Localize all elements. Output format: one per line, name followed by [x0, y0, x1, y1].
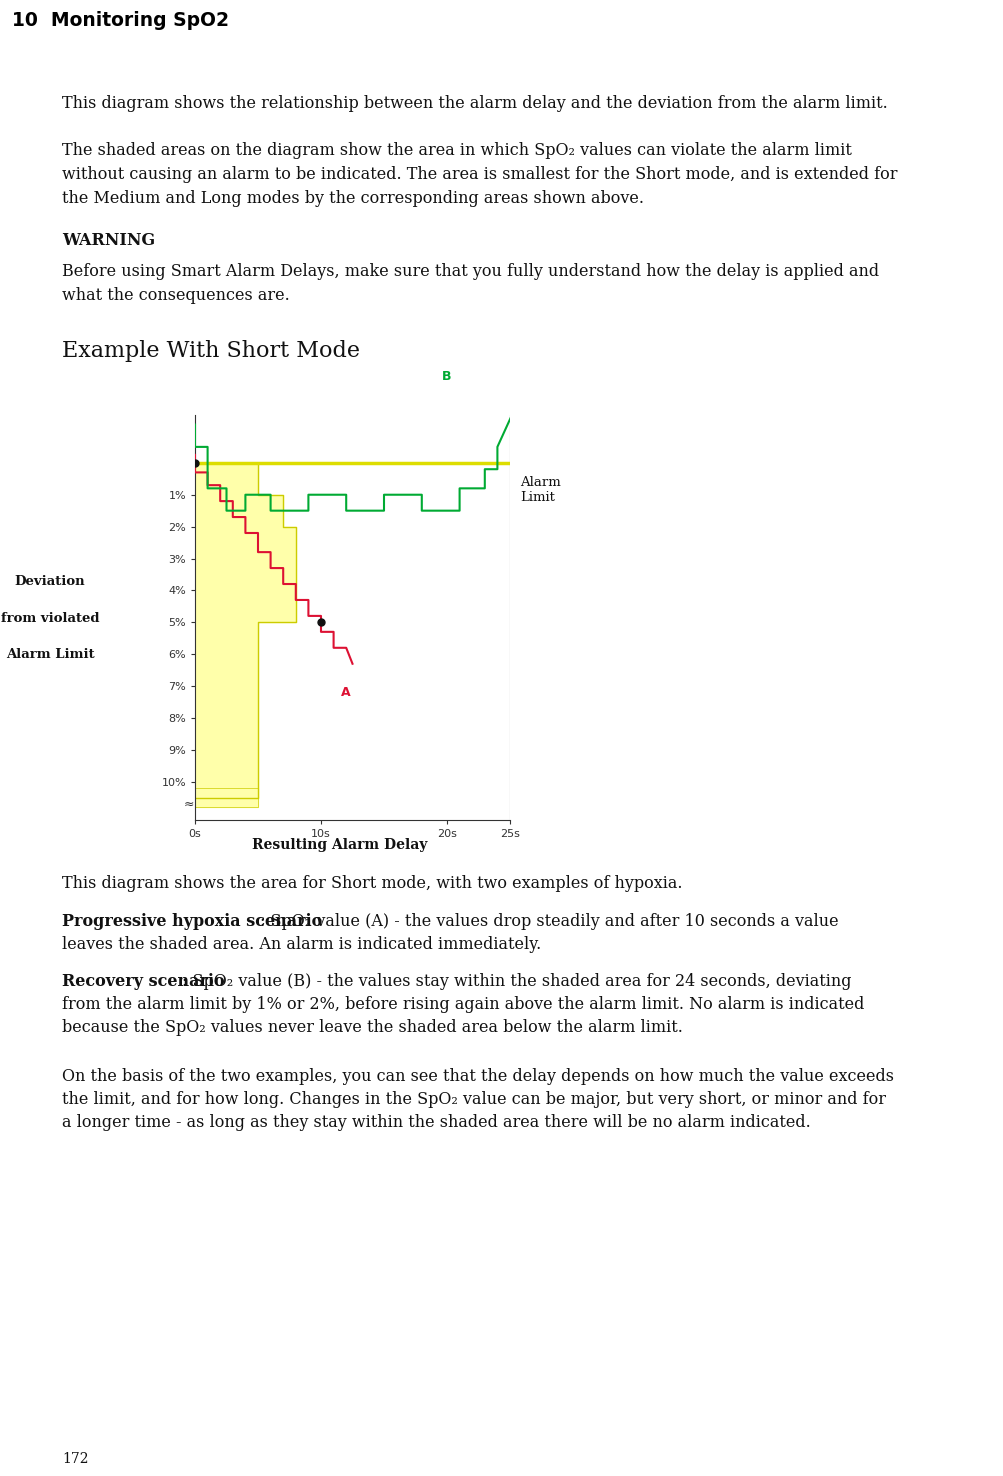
Text: B: B	[441, 370, 451, 384]
Text: from violated: from violated	[1, 611, 99, 624]
Text: 10  Monitoring SpO2: 10 Monitoring SpO2	[12, 10, 229, 30]
Text: This diagram shows the area for Short mode, with two examples of hypoxia.: This diagram shows the area for Short mo…	[62, 875, 682, 892]
Text: A: A	[341, 686, 351, 700]
Polygon shape	[195, 788, 258, 807]
Text: : SpO₂ value (A) - the values drop steadily and after 10 seconds a value: : SpO₂ value (A) - the values drop stead…	[260, 914, 838, 930]
Text: Alarm Limit: Alarm Limit	[6, 648, 94, 661]
Text: Alarm
Limit: Alarm Limit	[520, 475, 561, 503]
Text: a longer time - as long as they stay within the shaded area there will be no ala: a longer time - as long as they stay wit…	[62, 1114, 810, 1131]
Text: Deviation: Deviation	[15, 574, 85, 587]
Text: This diagram shows the relationship between the alarm delay and the deviation fr: This diagram shows the relationship betw…	[62, 94, 887, 112]
Text: what the consequences are.: what the consequences are.	[62, 286, 290, 304]
Text: the Medium and Long modes by the corresponding areas shown above.: the Medium and Long modes by the corresp…	[62, 190, 643, 207]
Text: Resulting Alarm Delay: Resulting Alarm Delay	[252, 838, 427, 852]
Text: from the alarm limit by 1% or 2%, before rising again above the alarm limit. No : from the alarm limit by 1% or 2%, before…	[62, 996, 864, 1013]
Text: Before using Smart Alarm Delays, make sure that you fully understand how the del: Before using Smart Alarm Delays, make su…	[62, 263, 879, 280]
Text: ≈: ≈	[184, 797, 194, 810]
Text: On the basis of the two examples, you can see that the delay depends on how much: On the basis of the two examples, you ca…	[62, 1069, 893, 1085]
Text: The shaded areas on the diagram show the area in which SpO₂ values can violate t: The shaded areas on the diagram show the…	[62, 142, 851, 159]
Text: WARNING: WARNING	[62, 232, 155, 249]
Text: the limit, and for how long. Changes in the SpO₂ value can be major, but very sh: the limit, and for how long. Changes in …	[62, 1091, 885, 1108]
Text: Progressive hypoxia scenario: Progressive hypoxia scenario	[62, 914, 322, 930]
Text: Recovery scenario: Recovery scenario	[62, 973, 225, 990]
Text: because the SpO₂ values never leave the shaded area below the alarm limit.: because the SpO₂ values never leave the …	[62, 1018, 682, 1036]
Text: : SpO₂ value (B) - the values stay within the shaded area for 24 seconds, deviat: : SpO₂ value (B) - the values stay withi…	[182, 973, 851, 990]
Text: 172: 172	[62, 1452, 88, 1466]
Text: without causing an alarm to be indicated. The area is smallest for the Short mod: without causing an alarm to be indicated…	[62, 165, 897, 183]
Text: leaves the shaded area. An alarm is indicated immediately.: leaves the shaded area. An alarm is indi…	[62, 936, 541, 953]
Text: Example With Short Mode: Example With Short Mode	[62, 339, 360, 362]
Polygon shape	[195, 463, 296, 797]
